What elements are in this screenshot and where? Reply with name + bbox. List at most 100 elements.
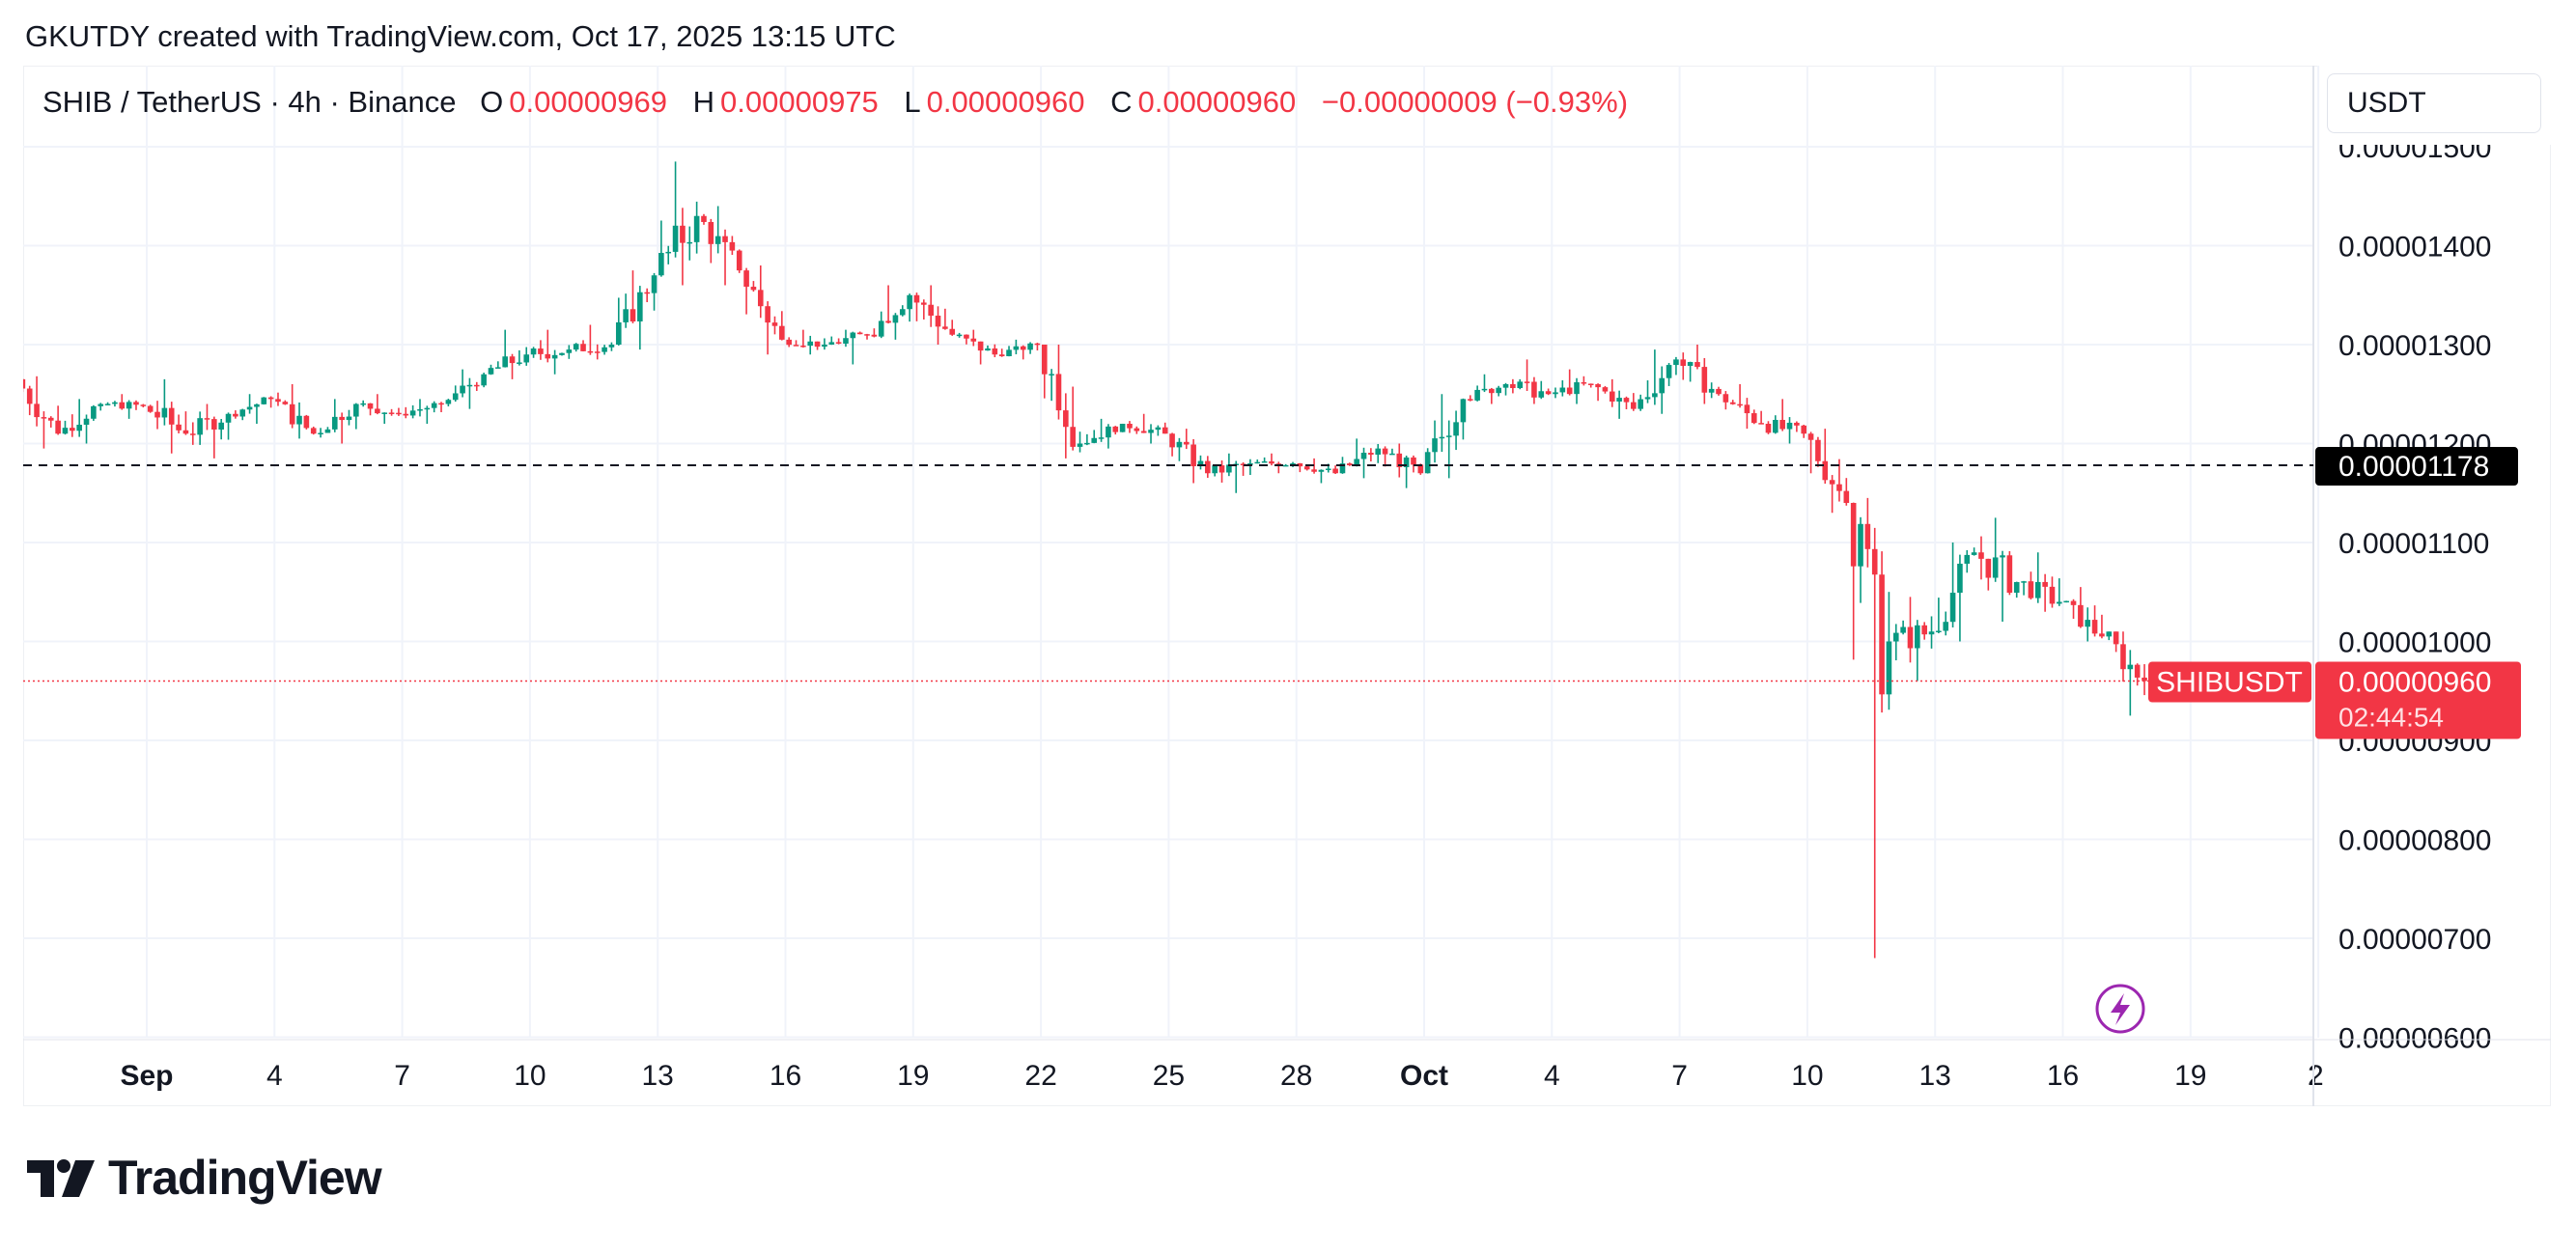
candle-body [935, 316, 941, 327]
candle-body [1794, 422, 1800, 426]
candle-body [233, 413, 238, 417]
candle-body [318, 432, 323, 434]
candle-body [1417, 464, 1424, 474]
time-axis-tick: Sep [120, 1060, 173, 1092]
candle-body [530, 348, 537, 355]
candle-body [34, 403, 40, 418]
candle-body [438, 403, 444, 405]
candle-body [1098, 437, 1105, 439]
candle-body [964, 334, 969, 339]
candle-body [1587, 383, 1594, 385]
candle-body [949, 328, 956, 335]
candle-body [771, 322, 778, 326]
candle-body [1928, 631, 1935, 635]
candle-body [878, 320, 884, 337]
candle-body [602, 347, 607, 352]
candles-group [23, 161, 2147, 959]
candle-body [23, 378, 26, 389]
candle-body [381, 412, 388, 414]
candle-body [1290, 463, 1296, 465]
candle-body [1574, 382, 1580, 395]
candle-body [26, 388, 33, 404]
legend-open-value: 0.00000969 [509, 85, 667, 119]
candle-body [843, 338, 849, 344]
candle-body [977, 341, 984, 351]
legend-symbol[interactable]: SHIB / TetherUS · 4h · Binance [42, 85, 457, 119]
candle-body [1638, 399, 1643, 409]
candle-body [1155, 427, 1162, 431]
candle-body [2142, 677, 2147, 682]
candle-body [1716, 388, 1722, 395]
candle-body [1034, 343, 1041, 346]
candle-body [1445, 435, 1452, 437]
candle-body [538, 348, 544, 354]
candle-body [1765, 424, 1772, 433]
candle-body [1744, 404, 1750, 414]
candle-body [1850, 503, 1857, 567]
candle-body [800, 346, 806, 348]
candle-body [1694, 362, 1700, 368]
candle-body [83, 418, 90, 425]
candle-body [2021, 581, 2027, 583]
candle-body [1183, 441, 1190, 445]
candle-body [856, 332, 863, 335]
candle-body [388, 412, 395, 414]
lightning-event-icon[interactable] [2095, 984, 2145, 1034]
time-axis-tick: 16 [2047, 1060, 2079, 1092]
time-axis-tick: Oct [1400, 1060, 1448, 1092]
legend-high-label: H [692, 85, 715, 119]
candle-body [1375, 448, 1382, 455]
tradingview-brand[interactable]: TradingView [25, 1149, 382, 1207]
candle-body [1616, 398, 1622, 402]
candle-body [1701, 367, 1708, 393]
candle-body [1737, 403, 1743, 406]
candle-body [523, 354, 530, 363]
candle-body [495, 367, 501, 369]
candle-body [1318, 469, 1325, 472]
candle-body [1389, 453, 1395, 456]
candle-body [1502, 384, 1509, 388]
candle-body [1680, 359, 1687, 367]
candle-body [367, 403, 374, 409]
candle-body [417, 408, 423, 411]
candle-body [2070, 600, 2077, 605]
candle-body [956, 334, 963, 337]
candle-body [587, 350, 594, 353]
candle-body [1936, 630, 1942, 633]
currency-button[interactable]: USDT [2327, 73, 2541, 133]
candle-body [1013, 346, 1020, 350]
candle-body [615, 321, 622, 345]
candle-body [1311, 469, 1317, 472]
candle-body [1964, 554, 1971, 564]
candle-body [1652, 393, 1658, 398]
tradingview-logo-icon [27, 1159, 95, 1197]
candle-body [921, 302, 927, 305]
candle-body [708, 221, 714, 244]
candle-body [133, 402, 139, 405]
candle-body [275, 399, 281, 403]
candle-body [1644, 397, 1651, 400]
candle-body [2013, 582, 2020, 594]
candle-body [154, 411, 160, 418]
candle-body [807, 341, 814, 347]
candle-body [1006, 349, 1012, 357]
candle-body [98, 403, 104, 406]
candle-body [1750, 413, 1757, 424]
candle-body [1106, 426, 1111, 438]
candle-body [396, 412, 402, 415]
candle-body [70, 428, 75, 431]
candle-body [445, 400, 452, 404]
candle-body [1829, 480, 1835, 485]
legend-change: −0.00000009 (−0.93%) [1321, 85, 1629, 119]
horizontal-level-badge [2315, 447, 2518, 487]
candle-body [573, 344, 579, 350]
bar-countdown: 02:44:54 [2338, 703, 2444, 733]
candle-body [1460, 399, 1467, 423]
candle-body [1190, 444, 1196, 466]
chart-frame [23, 66, 2551, 1106]
candle-body [466, 384, 473, 387]
candle-body [1985, 558, 1992, 578]
candle-body [225, 413, 232, 423]
candle-body [1559, 387, 1566, 393]
